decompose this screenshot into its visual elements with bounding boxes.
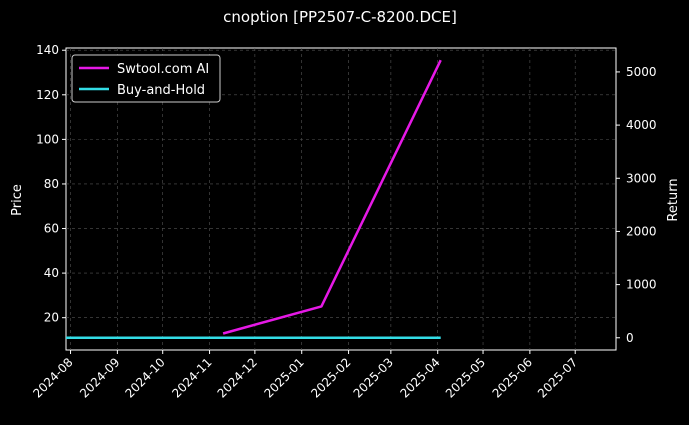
y-axis-label-right: Return [666,178,681,221]
y-right-tick-label: 1000 [626,278,657,292]
x-tick-label: 2025-05 [443,355,488,400]
legend-label-ai: Swtool.com AI [117,62,209,77]
y-axis-label-left: Price [10,184,25,216]
legend: Swtool.com AI Buy-and-Hold [71,54,221,103]
x-tick-label: 2025-03 [351,355,396,400]
x-tick-label: 2024-12 [215,355,260,400]
series-layer [66,59,442,340]
y-right-tick-label: 0 [626,331,634,345]
x-tick-label: 2025-02 [308,355,353,400]
x-tick-label: 2025-06 [490,355,535,400]
y-left-tick-label: 60 [44,222,59,236]
y-left-tick-label: 120 [36,88,59,102]
y-right-tick-label: 2000 [626,224,657,238]
y-left-tick-label: 140 [36,43,59,57]
plot-frame [65,47,617,351]
y-left-tick-label: 80 [44,177,59,191]
x-tick-label: 2024-10 [122,355,167,400]
x-tick-label: 2025-04 [397,355,442,400]
y-right-tick-label: 5000 [626,65,657,79]
y-left-tick-label: 20 [44,311,59,325]
y-left-tick-label: 100 [36,132,59,146]
x-tick-label: 2024-09 [77,355,122,400]
y-left-tick-label: 40 [44,266,59,280]
legend-label-bh: Buy-and-Hold [117,83,205,98]
chart-title: cnoption [PP2507-C-8200.DCE] [223,8,457,26]
x-tick-label: 2024-11 [169,355,214,400]
series-line-swtool-com-ai [222,59,442,335]
y-right-tick-label: 3000 [626,171,657,185]
x-tick-label: 2025-07 [535,355,580,400]
x-tick-label: 2025-01 [261,355,306,400]
x-tick-label: 2024-08 [30,355,75,400]
y-right-tick-label: 4000 [626,118,657,132]
